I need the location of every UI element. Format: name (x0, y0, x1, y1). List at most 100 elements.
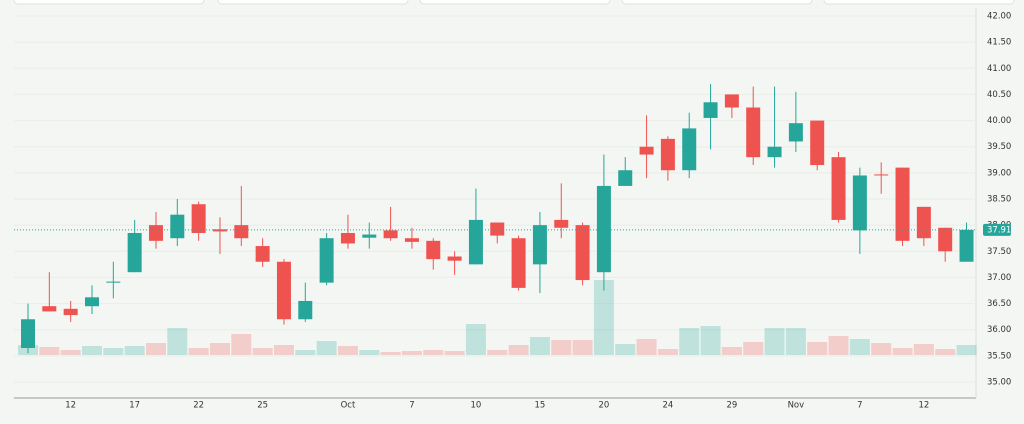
volume-bar (295, 350, 316, 355)
candle-body (191, 204, 206, 233)
x-tick-label: Nov (788, 401, 805, 411)
x-tick-label: 22 (193, 401, 204, 411)
candle-body (660, 138, 675, 171)
y-tick-label: 35.50 (987, 351, 1011, 361)
last-price-label: 37.91 (987, 225, 1011, 235)
tab[interactable] (823, 0, 1015, 5)
volume-bar (935, 349, 956, 355)
y-tick-label: 40.00 (987, 116, 1011, 126)
candle-body (170, 214, 185, 239)
candle-body (916, 206, 931, 239)
candle-body (42, 306, 57, 312)
volume-bar (764, 328, 785, 355)
volume-bar (913, 344, 934, 355)
candle-body (234, 225, 249, 239)
y-tick-label: 36.00 (987, 325, 1011, 335)
candle-body (596, 185, 611, 273)
x-tick-label: 7 (857, 401, 862, 411)
candle-body (938, 227, 953, 252)
volume-bar (828, 336, 849, 355)
candle-body (404, 238, 419, 242)
volume-bar (337, 346, 358, 355)
candle-body (340, 232, 355, 244)
tab[interactable] (217, 0, 409, 5)
y-tick-label: 39.00 (987, 168, 1011, 178)
candle-body (447, 256, 462, 261)
volume-bar (871, 343, 892, 355)
x-tick-label: 15 (535, 401, 546, 411)
x-tick-label: 12 (918, 401, 929, 411)
volume-bar (423, 350, 444, 355)
candle-body (127, 232, 142, 273)
candle-body (298, 300, 313, 320)
volume-bar (615, 344, 636, 355)
candle-body (362, 234, 377, 238)
y-tick-label: 39.50 (987, 142, 1011, 152)
volume-bar (529, 337, 550, 355)
tab[interactable] (419, 0, 611, 5)
candle-body (682, 128, 697, 171)
tab[interactable] (621, 0, 813, 5)
candle-body (106, 281, 121, 283)
y-tick-label: 36.50 (987, 299, 1011, 309)
volume-bar (252, 348, 273, 355)
volume-bar (167, 328, 188, 355)
volume-bar (401, 351, 422, 355)
volume-bar (380, 352, 401, 355)
volume-bar (892, 348, 913, 355)
volume-bar (487, 350, 508, 355)
volume-bar (273, 345, 294, 355)
volume-bar (444, 351, 465, 355)
volume-bar (103, 348, 124, 355)
x-tick-label: 24 (662, 401, 673, 411)
candle-body (148, 225, 163, 241)
volume-bar (209, 343, 230, 355)
volume-bar (721, 347, 742, 355)
candle-body (426, 240, 441, 260)
x-tick-label: 7 (409, 401, 414, 411)
x-tick-label: 12 (65, 401, 76, 411)
x-tick-label: 25 (257, 401, 268, 411)
x-tick-label: Oct (341, 401, 356, 411)
candle-body (810, 120, 825, 166)
volume-bar (81, 346, 102, 355)
volume-bar (956, 345, 977, 355)
x-tick-label: 20 (598, 401, 609, 411)
volume-bar (657, 349, 678, 355)
candle-body (618, 170, 633, 186)
candle-body (276, 261, 291, 320)
volume-bar (231, 334, 252, 355)
candle-body (959, 229, 974, 262)
y-tick-label: 42.00 (987, 12, 1011, 22)
candle-body (788, 123, 803, 142)
y-tick-label: 35.00 (987, 378, 1011, 388)
candle-body (212, 229, 227, 232)
candle-body (255, 246, 270, 262)
y-tick-label: 41.00 (987, 64, 1011, 74)
candle-body (554, 219, 569, 228)
candle-body (639, 146, 654, 155)
volume-bar (593, 280, 614, 355)
candle-body (490, 222, 505, 236)
volume-bar (145, 343, 166, 355)
candle-body (874, 174, 889, 176)
candle-body (724, 94, 739, 108)
volume-bar (551, 340, 572, 355)
volume-bar (359, 350, 380, 355)
y-tick-label: 40.50 (987, 90, 1011, 100)
candle-body (532, 225, 547, 265)
y-tick-label: 41.50 (987, 38, 1011, 48)
volume-bar (700, 326, 721, 355)
volume-bar (785, 328, 806, 355)
candle-body (21, 319, 35, 349)
tab[interactable] (13, 0, 205, 5)
volume-bar (679, 328, 700, 355)
candle-body (63, 308, 78, 316)
x-tick-label: 17 (129, 401, 140, 411)
x-tick-label: 10 (471, 401, 482, 411)
y-tick-label: 37.50 (987, 247, 1011, 257)
volume-bar (807, 342, 828, 355)
volume-bar (743, 342, 764, 355)
